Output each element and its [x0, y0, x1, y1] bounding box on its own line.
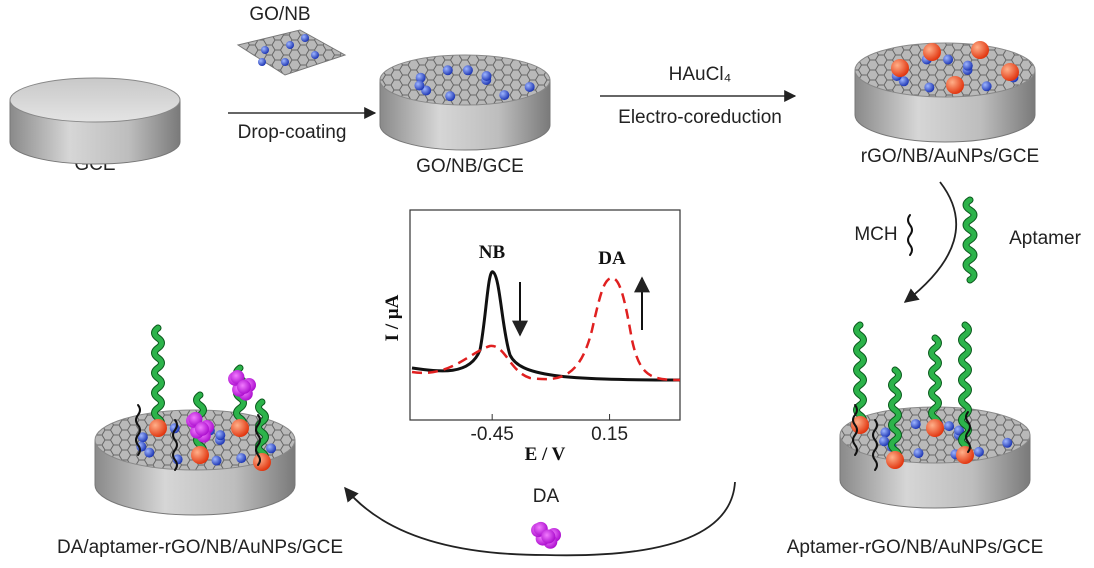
electrode-top: [380, 55, 550, 105]
electrode-label: rGO/NB/AuNPs/GCE: [861, 146, 1039, 167]
graphene-sheet: [238, 30, 345, 75]
step-label: MCH: [854, 224, 897, 245]
step-label: Aptamer: [1009, 228, 1081, 249]
mch: [908, 215, 912, 255]
x-axis-label: E / V: [525, 444, 566, 465]
nb-molecule: [286, 41, 294, 49]
nb-molecule: [261, 46, 269, 54]
dopamine: [541, 530, 555, 544]
nb-molecule: [924, 82, 934, 92]
au-nanoparticle: [926, 419, 944, 437]
nb-molecule: [236, 453, 246, 463]
step-label: Drop-coating: [238, 122, 347, 143]
y-axis-label: I / μA: [382, 294, 403, 341]
nb-molecule: [301, 34, 309, 42]
au-nanoparticle: [946, 76, 964, 94]
step-label: Electro-coreduction: [618, 107, 782, 128]
step-label: HAuCl₄: [669, 64, 732, 85]
nb-molecule: [525, 82, 535, 92]
au-nanoparticle: [231, 419, 249, 437]
au-nanoparticle: [956, 446, 974, 464]
nb-molecule: [963, 61, 973, 71]
diagram: NB DA I / μA E / V GCE GO/NB/GCE rGO/NB/…: [0, 0, 1094, 568]
electrode-label: DA/aptamer-rGO/NB/AuNPs/GCE: [57, 537, 343, 558]
nb-molecule: [911, 419, 921, 429]
inset-frame: [410, 210, 680, 420]
au-nanoparticle: [191, 446, 209, 464]
dopamine: [237, 380, 251, 394]
electrode-label: GO/NB/GCE: [416, 156, 524, 177]
peak-label: NB: [479, 242, 506, 263]
nb-molecule: [445, 91, 455, 101]
nb-molecule: [943, 55, 953, 65]
nb-molecule: [144, 448, 154, 458]
nb-molecule: [879, 436, 889, 446]
arrow: [905, 182, 956, 302]
nb-molecule: [414, 81, 424, 91]
au-nanoparticle: [149, 419, 167, 437]
nb-molecule: [281, 58, 289, 66]
nb-molecule: [913, 448, 923, 458]
nb-molecule: [212, 456, 222, 466]
au-nanoparticle: [253, 453, 271, 471]
electrode-top: [10, 78, 180, 122]
step-label: GO/NB: [249, 4, 310, 25]
dopamine: [195, 422, 209, 436]
nb-molecule: [482, 71, 492, 81]
au-nanoparticle: [1001, 63, 1019, 81]
electrode-label: Aptamer-rGO/NB/AuNPs/GCE: [787, 537, 1044, 558]
x-tick-label: -0.45: [471, 424, 514, 445]
nb-molecule: [311, 51, 319, 59]
peak-label: DA: [598, 248, 626, 269]
nb-molecule: [215, 430, 225, 440]
nb-molecule: [974, 447, 984, 457]
nb-molecule: [982, 81, 992, 91]
nb-molecule: [443, 65, 453, 75]
nb-molecule: [1002, 438, 1012, 448]
nb-molecule: [258, 58, 266, 66]
nb-molecule: [880, 427, 890, 437]
nb-molecule: [499, 90, 509, 100]
nb-molecule: [266, 443, 276, 453]
au-nanoparticle: [971, 41, 989, 59]
x-tick-label: 0.15: [591, 424, 628, 445]
au-nanoparticle: [886, 451, 904, 469]
nb-molecule: [463, 65, 473, 75]
au-nanoparticle: [923, 43, 941, 61]
au-nanoparticle: [891, 59, 909, 77]
nb-molecule: [944, 421, 954, 431]
step-label: DA: [533, 486, 560, 507]
